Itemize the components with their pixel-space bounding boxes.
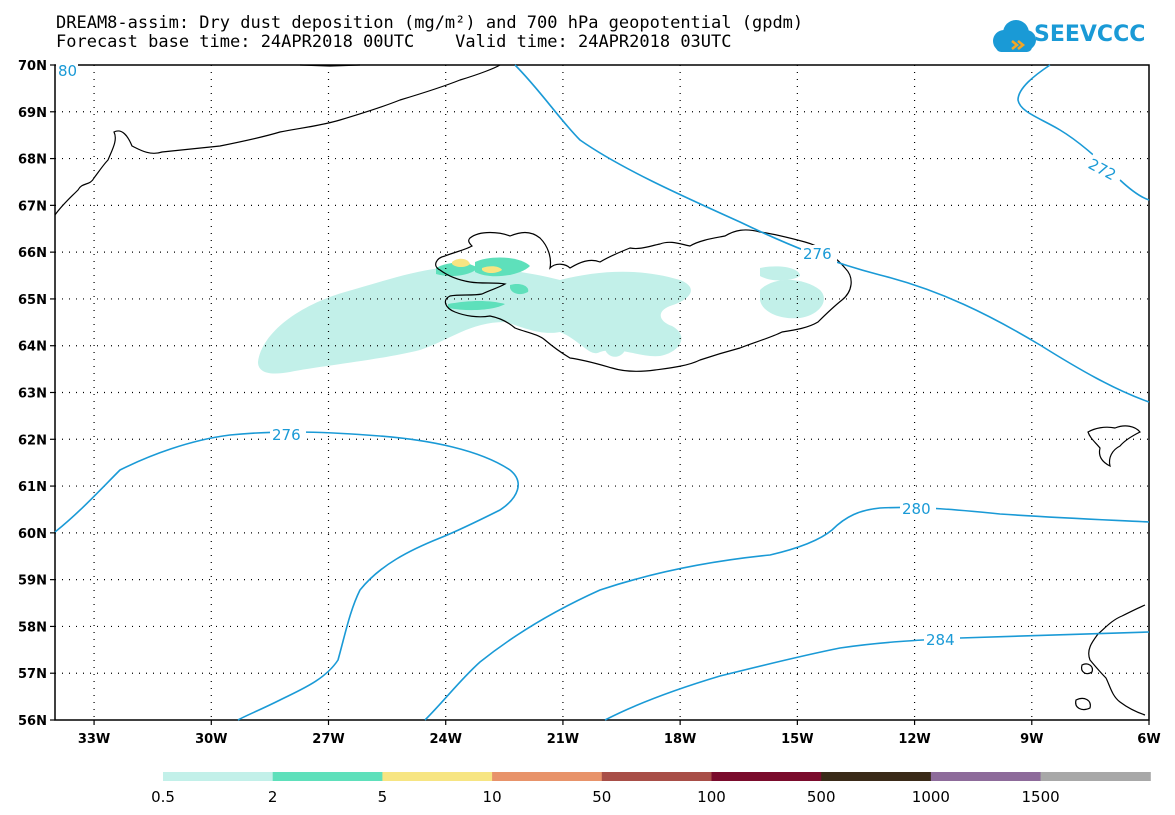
lat-label: 67N [18,199,47,214]
lon-label: 27W [312,732,344,747]
longitude-labels: 33W 30W 27W 24W 21W 18W 15W 12W 9W 6W [78,732,1161,747]
contour-284 [604,631,1150,721]
lon-label: 12W [898,732,930,747]
contour-label: 284 [926,631,955,649]
contour-272 [1017,64,1150,201]
scotland-coast [1088,604,1146,716]
lon-label: 30W [195,732,227,747]
colorbar-label: 500 [807,788,836,806]
lat-label: 61N [18,480,47,495]
graticule [55,65,1149,720]
lat-label: 56N [18,714,47,729]
lon-label: 21W [547,732,579,747]
lat-label: 65N [18,293,47,308]
axis-ticks [50,64,1150,725]
colorbar-segment [1040,772,1151,781]
lat-label: 60N [18,527,47,542]
contour-label: 280 [902,500,931,518]
lon-label: 18W [664,732,696,747]
faroe-coast [1087,425,1141,468]
lat-label: 59N [18,574,47,589]
lat-label: 70N [18,59,47,74]
lat-label: 69N [18,106,47,121]
contour-label: 80 [58,62,77,80]
lat-label: 62N [18,433,47,448]
colorbar-segment [272,772,383,781]
lat-label: 63N [18,387,47,402]
lat-label: 66N [18,246,47,261]
contour-276-south [54,431,519,721]
lat-label: 68N [18,153,47,168]
lon-label: 15W [781,732,813,747]
lat-label: 58N [18,620,47,635]
contour-280 [424,506,1150,721]
colorbar-segment [163,772,274,781]
lon-label: 24W [429,732,461,747]
lat-label: 64N [18,340,47,355]
colorbar-label: 0.5 [151,788,175,806]
lon-label: 9W [1020,732,1043,747]
greenland-north-coast [299,64,361,67]
contour-labels: 80 272 276 276 280 284 [56,62,1126,649]
colorbar-label: 1000 [912,788,950,806]
map-subtitle: Forecast base time: 24APR2018 00UTC Vali… [56,32,732,52]
lon-label: 33W [78,732,110,747]
seevccc-cloud-logo-icon [993,20,1036,52]
coastlines [54,64,1146,716]
colorbar-label: 100 [697,788,726,806]
colorbar-label: 2 [268,788,278,806]
greenland-coast [54,64,501,216]
colorbar-segment [492,772,603,781]
colorbar-label: 5 [378,788,388,806]
colorbar-segment [711,772,822,781]
colorbar-label: 50 [592,788,611,806]
map-title: DREAM8-assim: Dry dust deposition (mg/m²… [56,13,804,33]
iceland-coast [435,229,852,372]
colorbar-label: 1500 [1022,788,1060,806]
colorbar [163,772,1151,781]
colorbar-segment [601,772,712,781]
dust-deposition-shading [258,257,824,374]
hebrides-coast [1081,663,1093,675]
colorbar-segment [382,772,493,781]
contour-label: 276 [272,426,301,444]
islay-coast [1075,697,1091,711]
logo-text: SEEVCCC [1034,22,1146,47]
colorbar-segment [821,772,932,781]
lon-label: 6W [1137,732,1160,747]
colorbar-label: 10 [483,788,502,806]
colorbar-labels: 0.5 2 5 10 50 100 500 1000 1500 [151,788,1060,806]
latitude-labels: 70N 69N 68N 67N 66N 65N 64N 63N 62N 61N 60N 59N 58N 5… [18,59,47,729]
lat-label: 57N [18,667,47,682]
contour-label: 276 [803,245,832,263]
colorbar-segment [930,772,1042,781]
